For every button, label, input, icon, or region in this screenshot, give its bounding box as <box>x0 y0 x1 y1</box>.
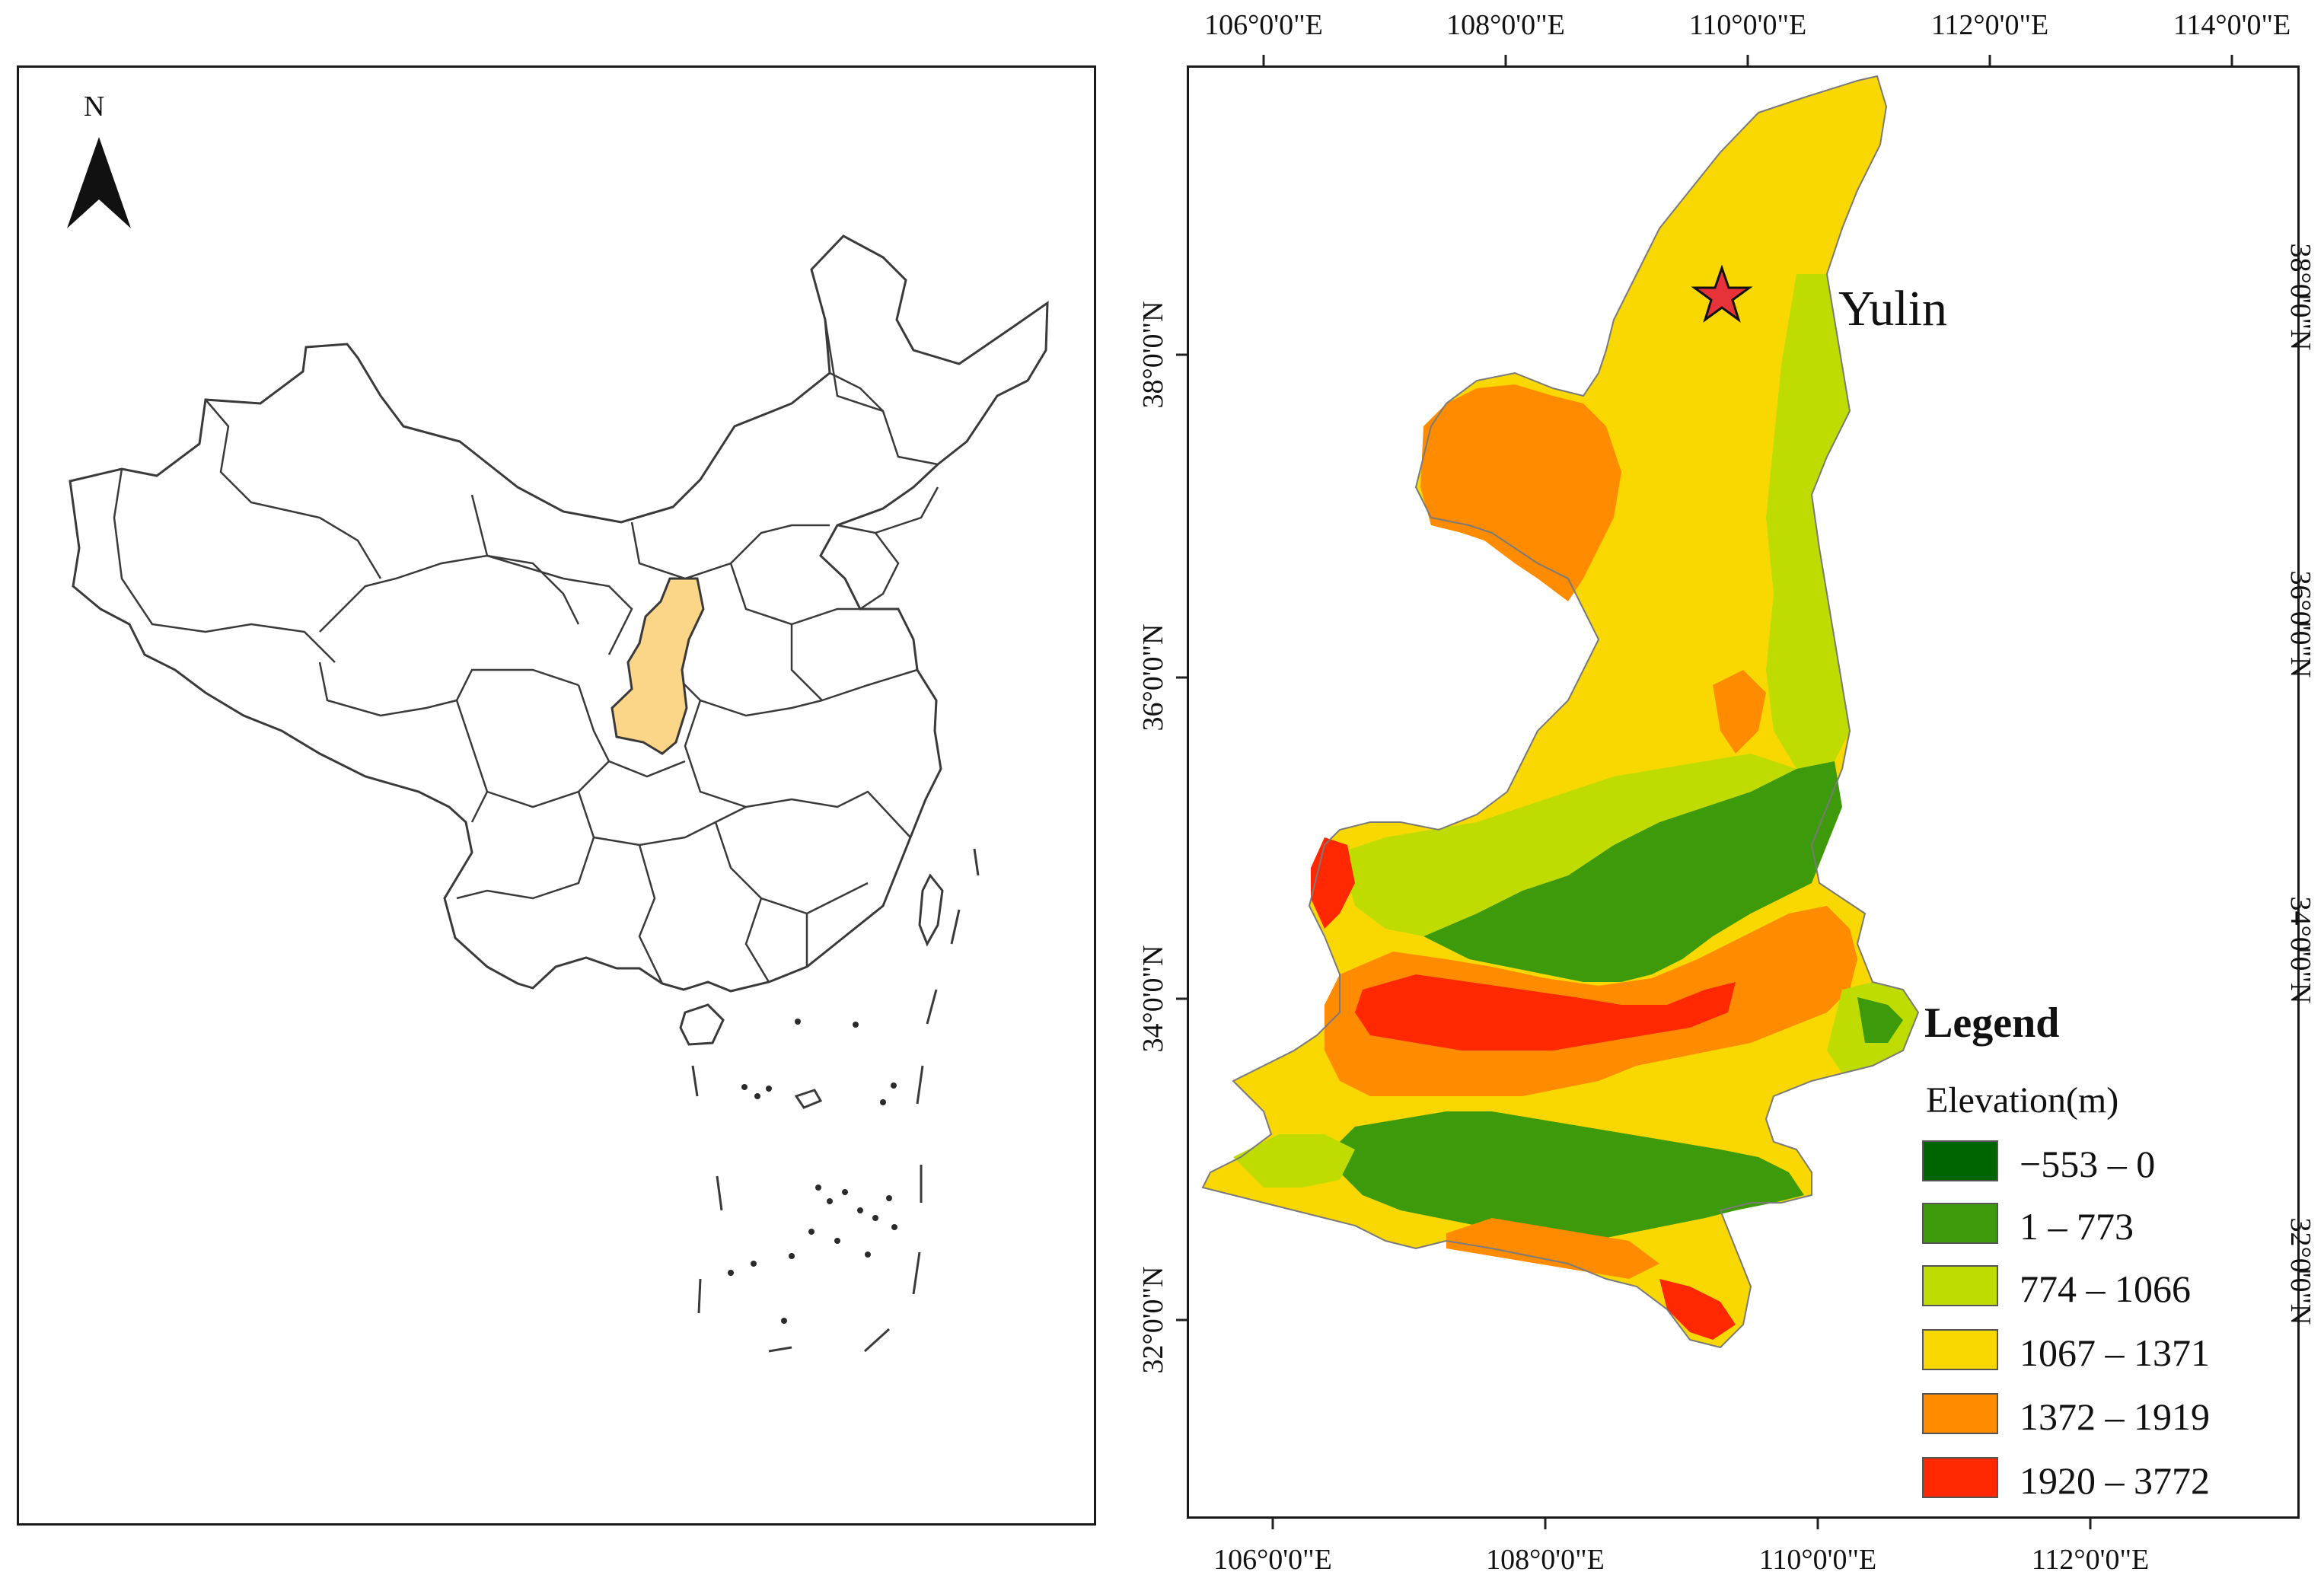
legend-label: 774 – 1066 <box>2020 1267 2191 1310</box>
orange-plateau <box>1420 384 1621 601</box>
taiwan-island <box>918 873 944 947</box>
top-lon-label: 108°0'0"E <box>1446 9 1565 41</box>
top-lon-label: 112°0'0"E <box>1930 9 2049 41</box>
islands <box>679 848 980 1353</box>
legend-swatch <box>1922 1393 1998 1434</box>
scs-island <box>794 1089 823 1109</box>
graticule-ticks <box>1176 55 2310 1529</box>
right-lat-label: 32°0'0"N <box>2284 1217 2316 1325</box>
top-lon-label: 106°0'0"E <box>1204 9 1323 41</box>
bottom-lon-label: 106°0'0"E <box>1213 1544 1332 1576</box>
left-lat-label: 34°0'0"N <box>1137 945 1169 1053</box>
right-lat-label: 36°0'0"N <box>2284 570 2316 678</box>
legend-swatch <box>1922 1329 1998 1370</box>
legend-swatch <box>1922 1457 1998 1498</box>
right-lat-label: 38°0'0"N <box>2284 243 2316 351</box>
bottom-lon-label: 110°0'0"E <box>1758 1544 1877 1576</box>
china-outline <box>69 234 1049 993</box>
china-boundary <box>69 234 1049 993</box>
top-lon-label: 110°0'0"E <box>1688 9 1807 41</box>
legend-swatch <box>1922 1140 1998 1181</box>
hainan-island <box>679 1003 725 1046</box>
north-arrow-label: N <box>84 91 105 123</box>
city-label-yulin: Yulin <box>1838 281 1948 336</box>
island-dots <box>728 1019 897 1324</box>
bottom-lon-label: 112°0'0"E <box>2031 1544 2150 1576</box>
left-lat-label: 32°0'0"N <box>1137 1266 1169 1374</box>
legend-label: 1 – 773 <box>2020 1205 2134 1248</box>
legend-label: 1372 – 1919 <box>2020 1395 2210 1438</box>
wei-valley <box>1423 761 1842 982</box>
legend-label: 1067 – 1371 <box>2020 1331 2210 1374</box>
left-lat-label: 36°0'0"N <box>1137 623 1169 732</box>
star-icon <box>1691 264 1753 323</box>
legend-label: −553 – 0 <box>2020 1143 2156 1185</box>
shaanxi-highlight <box>610 577 705 755</box>
legend-subtitle: Elevation(m) <box>1926 1080 2119 1121</box>
han-basin <box>1332 1111 1804 1241</box>
bottom-lon-label: 108°0'0"E <box>1486 1544 1605 1576</box>
north-arrow-icon <box>67 137 131 228</box>
legend-swatch <box>1922 1265 1998 1306</box>
legend-label: 1920 – 3772 <box>2020 1459 2210 1502</box>
right-lat-label: 34°0'0"N <box>2284 896 2316 1004</box>
legend-swatch <box>1922 1203 1998 1244</box>
top-lon-label: 114°0'0"E <box>2173 9 2291 41</box>
legend-title: Legend <box>1924 1000 2060 1047</box>
left-lat-label: 38°0'0"N <box>1137 301 1169 409</box>
east-strip <box>1766 274 1850 769</box>
